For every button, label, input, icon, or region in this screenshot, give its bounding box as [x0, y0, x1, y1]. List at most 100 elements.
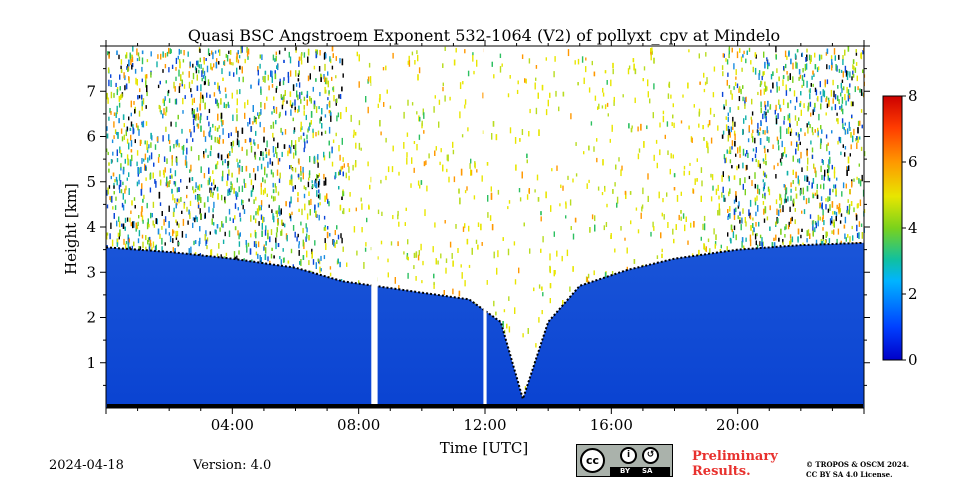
noise-pixel	[216, 161, 219, 165]
noise-pixel	[821, 217, 824, 222]
noise-pixel	[842, 108, 844, 115]
noise-pixel	[380, 179, 382, 184]
noise-pixel	[260, 88, 262, 95]
noise-pixel	[249, 248, 252, 255]
noise-pixel	[315, 132, 317, 137]
noise-pixel	[859, 199, 862, 207]
noise-pixel	[257, 241, 260, 248]
noise-pixel	[273, 137, 275, 142]
noise-pixel	[792, 169, 794, 175]
noise-pixel	[722, 130, 725, 135]
noise-pixel	[308, 126, 310, 131]
noise-pixel	[230, 62, 232, 66]
noise-pixel	[229, 217, 231, 221]
noise-pixel	[796, 141, 798, 147]
noise-pixel	[473, 70, 475, 75]
noise-pixel	[831, 164, 833, 170]
noise-pixel	[238, 241, 241, 247]
noise-pixel	[143, 158, 145, 162]
noise-pixel	[762, 113, 764, 120]
noise-pixel	[225, 216, 227, 223]
noise-pixel	[179, 61, 181, 69]
noise-pixel	[768, 62, 770, 67]
noise-pixel	[130, 134, 132, 141]
colorbar-tick-label: 0	[908, 351, 918, 369]
noise-pixel	[224, 196, 226, 202]
noise-pixel	[312, 128, 314, 133]
noise-pixel	[765, 111, 767, 116]
noise-pixel	[223, 102, 225, 109]
noise-pixel	[145, 177, 147, 181]
noise-pixel	[632, 58, 635, 63]
noise-pixel	[337, 258, 339, 264]
noise-pixel	[124, 85, 126, 91]
noise-pixel	[196, 85, 199, 91]
noise-pixel	[381, 211, 383, 216]
noise-pixel	[203, 57, 205, 63]
noise-pixel	[574, 217, 577, 223]
noise-pixel	[527, 328, 529, 334]
noise-pixel	[718, 195, 720, 200]
noise-pixel	[834, 94, 837, 100]
noise-pixel	[279, 172, 281, 179]
noise-pixel	[392, 52, 394, 59]
noise-pixel	[796, 121, 798, 126]
noise-pixel	[811, 154, 814, 159]
noise-pixel	[861, 124, 863, 129]
noise-pixel	[272, 172, 274, 178]
noise-pixel	[779, 208, 782, 213]
noise-pixel	[798, 117, 800, 121]
noise-pixel	[200, 113, 202, 117]
noise-pixel	[132, 63, 134, 68]
data-gaps	[371, 46, 487, 408]
noise-pixel	[174, 198, 176, 204]
noise-pixel	[847, 46, 850, 52]
noise-pixel	[820, 196, 823, 202]
noise-pixel	[125, 241, 128, 245]
noise-pixel	[217, 153, 219, 158]
noise-pixel	[209, 187, 211, 193]
noise-pixel	[237, 59, 240, 64]
noise-pixel	[777, 162, 779, 167]
noise-pixel	[440, 253, 442, 259]
noise-pixel	[303, 96, 306, 101]
noise-pixel	[317, 130, 320, 136]
noise-pixel	[464, 104, 466, 109]
x-tick-label: 16:00	[590, 416, 633, 434]
noise-pixel	[777, 218, 779, 224]
noise-pixel	[801, 75, 804, 81]
noise-pixel	[673, 238, 675, 244]
noise-pixel	[783, 66, 785, 71]
noise-pixel	[318, 214, 320, 221]
noise-pixel	[249, 138, 252, 142]
creative-commons-icon[interactable]: cc i ↺ BY SA	[576, 444, 673, 477]
noise-pixel	[831, 230, 833, 234]
noise-pixel	[110, 80, 112, 87]
noise-pixel	[338, 94, 340, 99]
noise-pixel	[186, 194, 188, 199]
noise-pixel	[203, 130, 205, 137]
noise-pixel	[141, 123, 144, 128]
noise-pixel	[764, 114, 766, 119]
noise-pixel	[612, 62, 614, 69]
noise-pixel	[292, 167, 294, 172]
noise-pixel	[764, 153, 767, 161]
noise-pixel	[683, 165, 686, 170]
noise-pixel	[153, 162, 155, 167]
noise-pixel	[707, 238, 710, 243]
noise-pixel	[261, 223, 263, 230]
noise-pixel	[535, 107, 538, 115]
noise-pixel	[190, 88, 192, 93]
noise-pixel	[526, 159, 528, 164]
noise-pixel	[741, 240, 743, 248]
noise-pixel	[303, 147, 305, 153]
noise-pixel	[192, 186, 194, 191]
noise-pixel	[109, 233, 111, 240]
noise-pixel	[264, 179, 266, 184]
noise-pixel	[146, 140, 148, 145]
noise-pixel	[130, 100, 132, 108]
noise-pixel	[583, 77, 585, 85]
noise-pixel	[267, 74, 269, 81]
noise-pixel	[462, 226, 465, 232]
noise-pixel	[231, 183, 233, 190]
